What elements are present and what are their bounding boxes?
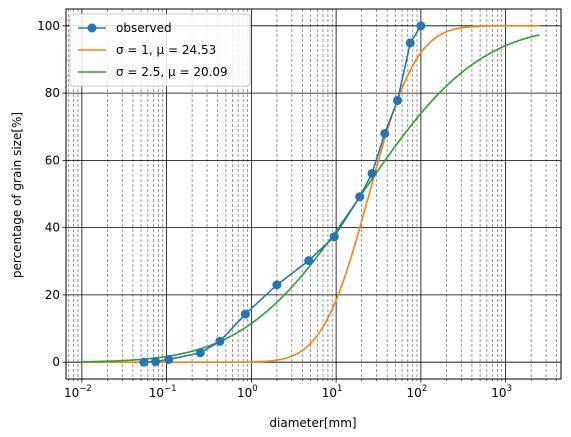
legend-box bbox=[69, 13, 251, 87]
legend-label-observed: observed bbox=[116, 21, 172, 35]
data-point-observed bbox=[164, 354, 174, 364]
data-point-observed bbox=[416, 21, 426, 31]
y-tick-label: 40 bbox=[45, 221, 60, 235]
x-tick-label: 100 bbox=[237, 384, 258, 400]
series-line-sigma-2-5 bbox=[81, 34, 540, 363]
x-axis-label: diameter[mm] bbox=[269, 416, 356, 430]
series-layer bbox=[81, 21, 540, 367]
y-tick-label: 80 bbox=[45, 86, 60, 100]
y-tick-label: 60 bbox=[45, 153, 60, 167]
y-axis-label: percentage of grain size[%] bbox=[10, 112, 24, 278]
legend-marker-observed bbox=[87, 23, 97, 33]
data-point-observed bbox=[240, 309, 250, 319]
plot-frame bbox=[65, 8, 562, 380]
legend-entry-sigma-1: σ = 1, μ = 24.53 bbox=[78, 43, 216, 57]
x-tick-label: 10−1 bbox=[149, 384, 177, 400]
legend-label-sigma-2-5: σ = 2.5, μ = 20.09 bbox=[116, 65, 228, 79]
data-point-observed bbox=[195, 348, 205, 358]
legend-entry-sigma-2-5: σ = 2.5, μ = 20.09 bbox=[78, 65, 228, 79]
legend: observed σ = 1, μ = 24.53 σ = 2.5, μ = 2… bbox=[69, 13, 251, 87]
data-point-observed bbox=[304, 256, 314, 266]
ticks: 10−2 10−1 100 101 102 103 0 20 40 60 80 100 bbox=[37, 19, 557, 400]
y-tick-label: 20 bbox=[45, 288, 60, 302]
data-point-observed bbox=[139, 357, 149, 367]
data-point-observed bbox=[405, 38, 415, 48]
data-point-observed bbox=[215, 336, 225, 346]
data-point-observed bbox=[393, 95, 403, 105]
data-point-observed bbox=[367, 168, 377, 178]
data-point-observed bbox=[355, 192, 365, 202]
x-tick-label: 103 bbox=[491, 384, 512, 400]
x-tick-label: 102 bbox=[407, 384, 428, 400]
x-tick-label: 10−2 bbox=[64, 384, 92, 400]
data-point-observed bbox=[380, 128, 390, 138]
legend-label-sigma-1: σ = 1, μ = 24.53 bbox=[116, 43, 216, 57]
y-tick-label: 100 bbox=[37, 19, 60, 33]
x-tick-label: 101 bbox=[322, 384, 343, 400]
y-tick-label: 0 bbox=[52, 355, 60, 369]
data-point-observed bbox=[329, 232, 339, 242]
data-point-observed bbox=[151, 357, 161, 367]
grid bbox=[66, 9, 561, 379]
legend-entry-observed: observed bbox=[78, 21, 172, 35]
data-point-observed bbox=[272, 280, 282, 290]
